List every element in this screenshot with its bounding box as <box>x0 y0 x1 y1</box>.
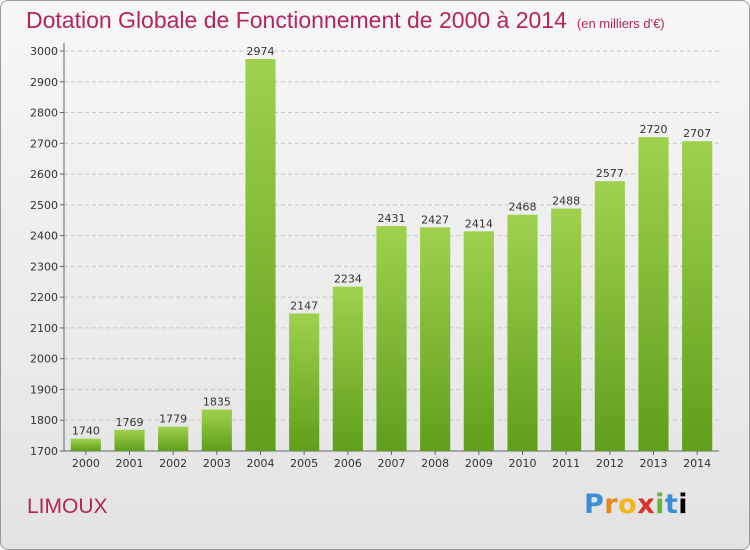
axes: 1700 1800 1900 2000 2100 2200 2300 2400 2500 2600… <box>30 43 719 470</box>
y-tick-label: 2600 <box>30 168 58 181</box>
logo-letter: t <box>664 489 679 520</box>
y-tick-label: 2700 <box>30 137 58 150</box>
y-tick-label: 2400 <box>30 230 58 243</box>
x-tick-label-2012: 2012 <box>596 457 624 470</box>
value-label-2002: 1779 <box>159 413 187 426</box>
value-label-2007: 2431 <box>378 212 406 225</box>
y-tick-label: 2500 <box>30 199 58 212</box>
x-tick-label-2008: 2008 <box>421 457 449 470</box>
y-tick-label: 2000 <box>30 353 58 366</box>
x-tick-label-2004: 2004 <box>247 457 275 470</box>
bar-2012 <box>594 181 625 451</box>
title-unit: (en milliers d'€) <box>576 16 665 31</box>
x-tick-label-2001: 2001 <box>116 457 144 470</box>
y-tick-label: 2900 <box>30 76 58 89</box>
x-tick-label-2000: 2000 <box>72 457 100 470</box>
value-label-2005: 2147 <box>290 299 318 312</box>
commune-name: LIMOUX <box>27 495 108 518</box>
y-tick-label: 1700 <box>30 445 58 458</box>
bar-2004 <box>245 59 276 451</box>
bars <box>70 59 713 451</box>
x-tick-label-2005: 2005 <box>290 457 318 470</box>
value-label-2009: 2414 <box>465 217 493 230</box>
value-label-2006: 2234 <box>334 273 362 286</box>
x-tick-label-2013: 2013 <box>640 457 668 470</box>
value-label-2013: 2720 <box>640 123 668 136</box>
logo-letter: o <box>618 489 638 520</box>
bar-2013 <box>638 137 669 451</box>
proxiti-logo: Proxiti <box>584 489 688 520</box>
bar-2010 <box>507 214 538 451</box>
y-tick-label: 2100 <box>30 322 58 335</box>
value-label-2000: 1740 <box>72 425 100 438</box>
value-label-2001: 1769 <box>116 416 144 429</box>
bar-2006 <box>332 286 363 451</box>
x-tick-label-2014: 2014 <box>683 457 711 470</box>
logo-letter: x <box>637 489 656 520</box>
logo-letter: P <box>584 489 605 520</box>
y-tick-label: 2800 <box>30 107 58 120</box>
value-label-2003: 1835 <box>203 395 231 408</box>
x-tick-label-2010: 2010 <box>509 457 537 470</box>
value-label-2011: 2488 <box>552 195 580 208</box>
logo-letter: r <box>604 489 619 520</box>
y-tick-label: 2300 <box>30 260 58 273</box>
bar-2011 <box>551 208 582 451</box>
bar-2003 <box>201 409 232 451</box>
x-tick-label-2007: 2007 <box>378 457 406 470</box>
bar-2007 <box>376 226 407 451</box>
y-tick-label: 1800 <box>30 414 58 427</box>
y-tick-label: 3000 <box>30 45 58 58</box>
x-tick-label-2009: 2009 <box>465 457 493 470</box>
value-label-2012: 2577 <box>596 167 624 180</box>
value-label-2010: 2468 <box>509 201 537 214</box>
value-label-2004: 2974 <box>247 45 275 58</box>
y-tick-label: 1900 <box>30 383 58 396</box>
logo-letter: i <box>655 489 665 520</box>
bar-2008 <box>420 227 451 451</box>
x-tick-label-2002: 2002 <box>159 457 187 470</box>
title-main: Dotation Globale de Fonctionnement de 20… <box>26 7 567 33</box>
y-tick-label: 2200 <box>30 291 58 304</box>
bar-2014 <box>682 141 713 451</box>
value-label-2014: 2707 <box>683 127 711 140</box>
logo-letter: i <box>678 489 689 520</box>
bar-2005 <box>289 313 320 451</box>
x-tick-label-2003: 2003 <box>203 457 231 470</box>
value-labels: 1740 1769 1779 1835 2974 2147 2234 2431 2427 2414… <box>72 45 711 438</box>
bar-2000 <box>70 438 101 451</box>
x-tick-label-2006: 2006 <box>334 457 362 470</box>
chart-title: Dotation Globale de Fonctionnement de 20… <box>26 7 665 34</box>
bar-2001 <box>114 429 145 451</box>
value-label-2008: 2427 <box>421 213 449 226</box>
bar-2002 <box>158 426 189 451</box>
bar-2009 <box>463 231 494 451</box>
x-tick-label-2011: 2011 <box>552 457 580 470</box>
